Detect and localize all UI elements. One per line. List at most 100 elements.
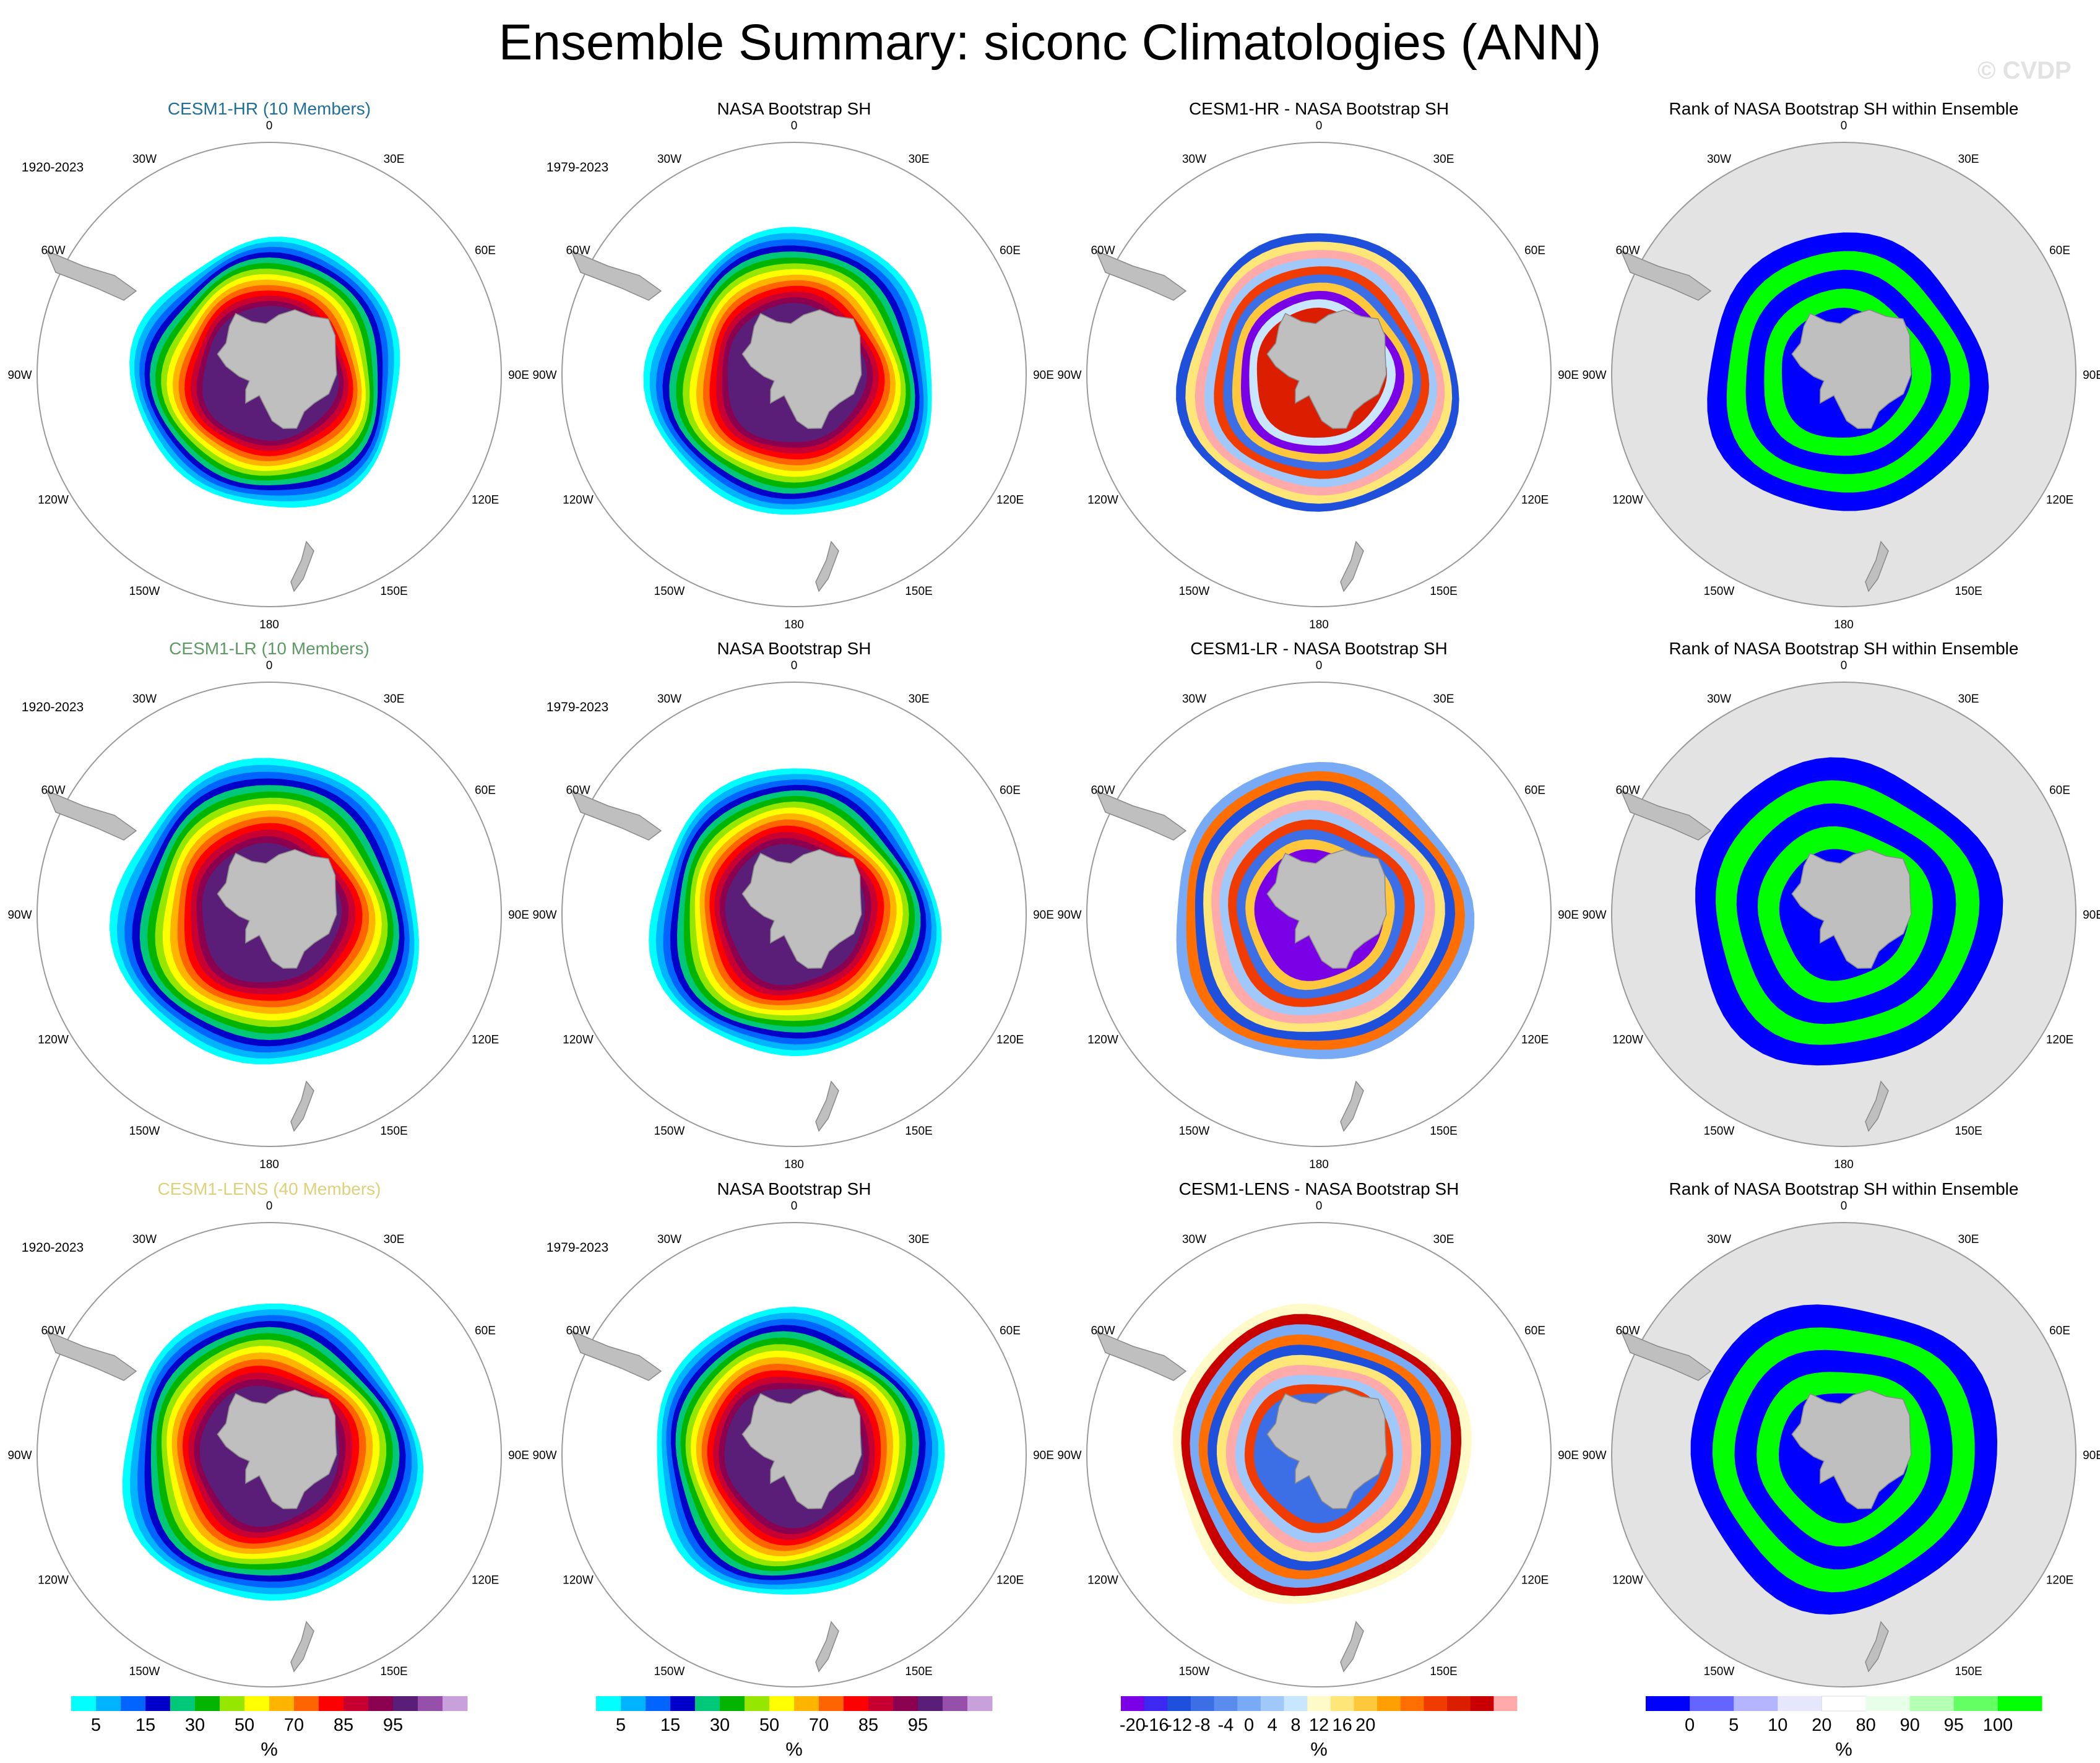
period-label: 1920-2023 <box>22 1241 84 1255</box>
longitude-label: 150W <box>1704 1125 1735 1138</box>
map-panel-lens-diff: CESM1-LENS - NASA Bootstrap SH 0 30E 60E 90E… <box>1057 1179 1578 1712</box>
antarctica-land <box>1791 1389 1912 1509</box>
colorbar-unit: % <box>1310 1738 1328 1760</box>
colorbar-rank: 0 5 10 20 80 90 95 100% <box>1646 1696 2042 1760</box>
map-panel-lens-conc: CESM1-LENS (40 Members) 1920-2023 0 30E 60E 9… <box>7 1179 529 1712</box>
map-panel-hr-rank: Rank of NASA Bootstrap SH within Ensembl… <box>1582 99 2100 631</box>
longitude-label: 30W <box>1707 1233 1731 1246</box>
south-america-land <box>570 249 662 301</box>
longitude-label: 30W <box>132 693 157 706</box>
longitude-label: 90E <box>1033 369 1054 382</box>
longitude-label: 30E <box>1433 693 1454 706</box>
longitude-label: 30E <box>384 153 405 166</box>
colorbar-swatch <box>646 1696 671 1711</box>
antarctica-land <box>741 849 862 969</box>
new-zealand-land <box>1865 1621 1889 1673</box>
longitude-label: 60W <box>1091 784 1115 797</box>
colorbar-swatch <box>1821 1696 1867 1712</box>
longitude-label: 60E <box>2049 1325 2070 1338</box>
longitude-label: 60E <box>475 1325 496 1338</box>
longitude-label: 120E <box>996 494 1024 507</box>
longitude-label: 60W <box>566 1325 590 1338</box>
period-label: 1979-2023 <box>547 700 608 714</box>
longitude-label: 150E <box>1955 585 1982 598</box>
colorbar-tick-label: 85 <box>334 1715 353 1735</box>
longitude-label: 30E <box>909 153 930 166</box>
antarctica-land <box>1791 849 1912 969</box>
colorbar-swatch <box>819 1696 844 1711</box>
longitude-label: 30E <box>1958 153 1979 166</box>
colorbar-tick-label: -12 <box>1166 1715 1192 1735</box>
longitude-label: 90E <box>2083 1449 2100 1462</box>
antarctica-land <box>217 1389 337 1509</box>
longitude-label: 150E <box>1430 585 1457 598</box>
colorbar-swatch <box>695 1696 720 1711</box>
longitude-label: 60E <box>1524 245 1545 258</box>
longitude-label: 120W <box>1612 494 1643 507</box>
longitude-label: 0 <box>266 119 273 132</box>
colorbar-swatch <box>195 1696 220 1711</box>
colorbar-tick-label: 5 <box>1729 1715 1739 1735</box>
period-label: 1920-2023 <box>22 700 84 714</box>
colorbar-conc: 5 15 30 50 70 85 95% <box>596 1696 993 1760</box>
longitude-label: 30E <box>1433 153 1454 166</box>
antarctica-land <box>1266 309 1387 429</box>
colorbar-swatch <box>670 1696 696 1711</box>
longitude-label: 60W <box>1091 1325 1115 1338</box>
longitude-label: 60E <box>2049 784 2070 797</box>
longitude-label: 30W <box>1182 1233 1206 1246</box>
map-panel-lens-conc: NASA Bootstrap SH 1979-2023 0 30E 60E 90E 120E… <box>532 1179 1053 1712</box>
longitude-label: 60W <box>1615 245 1640 258</box>
longitude-label: 30E <box>1958 693 1979 706</box>
new-zealand-land <box>290 1080 314 1132</box>
colorbar-swatch <box>621 1696 646 1711</box>
colorbar-tick-label: 4 <box>1268 1715 1277 1735</box>
colorbar-swatch <box>596 1696 621 1711</box>
colorbar-swatch <box>368 1696 394 1711</box>
longitude-label: 90W <box>1582 909 1606 922</box>
longitude-label: 150E <box>905 1125 932 1138</box>
longitude-label: 150W <box>654 1665 685 1678</box>
colorbar-swatch <box>393 1696 418 1711</box>
longitude-label: 180 <box>259 618 279 631</box>
colorbar-swatch <box>344 1696 369 1711</box>
south-america-land <box>45 249 137 301</box>
panel-title: Rank of NASA Bootstrap SH within Ensembl… <box>1669 639 2019 658</box>
south-america-land <box>1095 1330 1187 1381</box>
colorbar-tick-label: -20 <box>1120 1715 1146 1735</box>
colorbar-swatch <box>1260 1696 1284 1711</box>
antarctica-land <box>217 849 337 969</box>
colorbar-swatch <box>1214 1696 1238 1711</box>
longitude-label: 150E <box>380 585 407 598</box>
map-panel-lr-conc: CESM1-LR (10 Members) 1920-2023 0 30E 60E 90E… <box>7 639 529 1171</box>
colorbar-swatch <box>121 1696 146 1711</box>
longitude-label: 150W <box>654 585 685 598</box>
longitude-label: 30W <box>1707 153 1731 166</box>
antarctica-land <box>741 309 862 429</box>
new-zealand-land <box>815 1080 839 1132</box>
new-zealand-land <box>815 1621 839 1673</box>
longitude-label: 30E <box>909 693 930 706</box>
panel-title: CESM1-LR (10 Members) <box>169 639 369 658</box>
longitude-label: 90E <box>508 1449 529 1462</box>
colorbar-swatch <box>1690 1696 1734 1711</box>
longitude-label: 60E <box>475 245 496 258</box>
longitude-label: 90E <box>1558 909 1579 922</box>
longitude-label: 30E <box>909 1233 930 1246</box>
longitude-label: 150W <box>129 585 160 598</box>
longitude-label: 60E <box>1524 1325 1545 1338</box>
longitude-label: 0 <box>791 119 798 132</box>
colorbar-tick-label: 85 <box>858 1715 878 1735</box>
panel-title: Rank of NASA Bootstrap SH within Ensembl… <box>1669 1179 2019 1198</box>
longitude-label: 60E <box>475 784 496 797</box>
longitude-label: 90W <box>1057 1449 1081 1462</box>
longitude-label: 0 <box>791 659 798 672</box>
longitude-label: 180 <box>1309 618 1329 631</box>
colorbar-swatch <box>1167 1696 1191 1711</box>
colorbar-tick-label: 100 <box>1983 1715 2013 1735</box>
longitude-label: 150E <box>1955 1665 1982 1678</box>
map-panel-lr-conc: NASA Bootstrap SH 1979-2023 0 30E 60E 90E 120E… <box>532 639 1053 1171</box>
south-america-land <box>45 789 137 841</box>
colorbar-swatch <box>1424 1696 1448 1711</box>
colorbar-swatch <box>1470 1696 1494 1711</box>
